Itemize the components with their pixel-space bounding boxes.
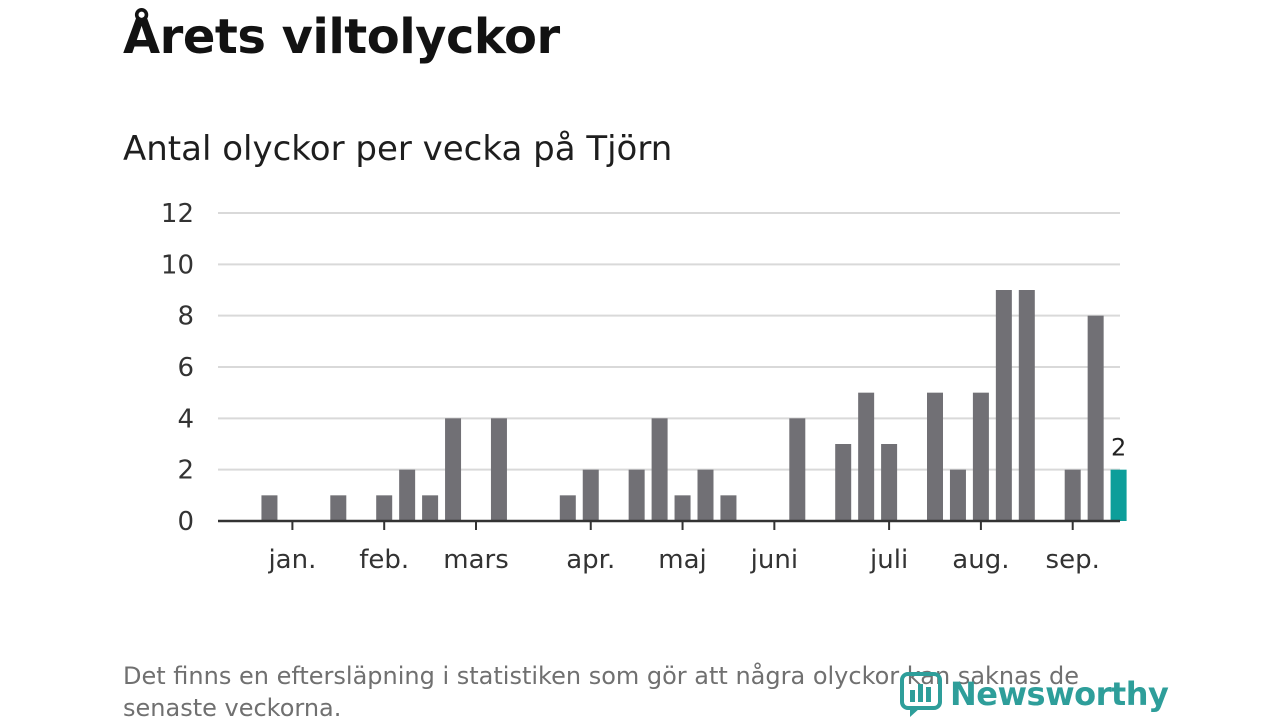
bar — [422, 495, 439, 521]
bar — [835, 444, 852, 521]
bar-current-week — [1110, 469, 1127, 521]
bar — [720, 495, 737, 521]
newsworthy-logo-icon — [900, 670, 944, 718]
x-tick-label: feb. — [359, 545, 409, 575]
x-axis — [218, 519, 1120, 530]
gridlines — [218, 212, 1120, 471]
bar — [881, 444, 898, 521]
x-tick-label: juni — [750, 545, 798, 575]
bar — [559, 495, 576, 521]
bars — [261, 290, 1127, 521]
bar — [628, 469, 645, 521]
bar — [582, 469, 599, 521]
bar — [995, 290, 1012, 521]
bar — [330, 495, 347, 521]
bar — [858, 392, 875, 521]
y-tick-label: 4 — [177, 404, 194, 434]
x-tick-label: mars — [443, 545, 509, 575]
brand-logo: Newsworthy — [900, 668, 1169, 720]
y-tick-label: 0 — [177, 507, 194, 537]
x-tick-label: apr. — [566, 545, 615, 575]
y-tick-label: 2 — [177, 456, 194, 486]
bar — [1064, 469, 1081, 521]
x-tick-label: aug. — [952, 545, 1009, 575]
bar-chart: 0 2 4 6 8 10 12 2 jan. feb. mars apr. maj juni juli aug… — [161, 199, 1127, 575]
x-tick-label: sep. — [1046, 545, 1100, 575]
y-tick-label: 12 — [161, 199, 194, 229]
bar — [674, 495, 691, 521]
bar — [490, 418, 507, 521]
x-tick-label: juli — [869, 545, 908, 575]
chart-subtitle: Antal olyckor per vecka på Tjörn — [123, 129, 673, 169]
data-label: 2 — [1111, 434, 1126, 462]
bar — [1018, 290, 1035, 521]
bar — [445, 418, 462, 521]
tick-labels: 0 2 4 6 8 10 12 2 jan. feb. mars apr. maj juni juli aug… — [161, 199, 1126, 575]
bar — [1087, 315, 1104, 521]
bar — [789, 418, 806, 521]
bar — [972, 392, 989, 521]
y-tick-label: 10 — [161, 250, 194, 280]
bar — [949, 469, 966, 521]
y-tick-label: 6 — [177, 353, 194, 383]
x-tick-label: jan. — [267, 545, 316, 575]
bar — [697, 469, 714, 521]
y-tick-label: 8 — [177, 302, 194, 332]
bar — [651, 418, 668, 521]
bar — [399, 469, 416, 521]
x-tick-label: maj — [658, 545, 706, 575]
bar — [261, 495, 278, 521]
bar — [376, 495, 393, 521]
chart-title: Årets viltolyckor — [123, 9, 560, 65]
brand-name: Newsworthy — [950, 675, 1169, 713]
bar — [927, 392, 943, 521]
